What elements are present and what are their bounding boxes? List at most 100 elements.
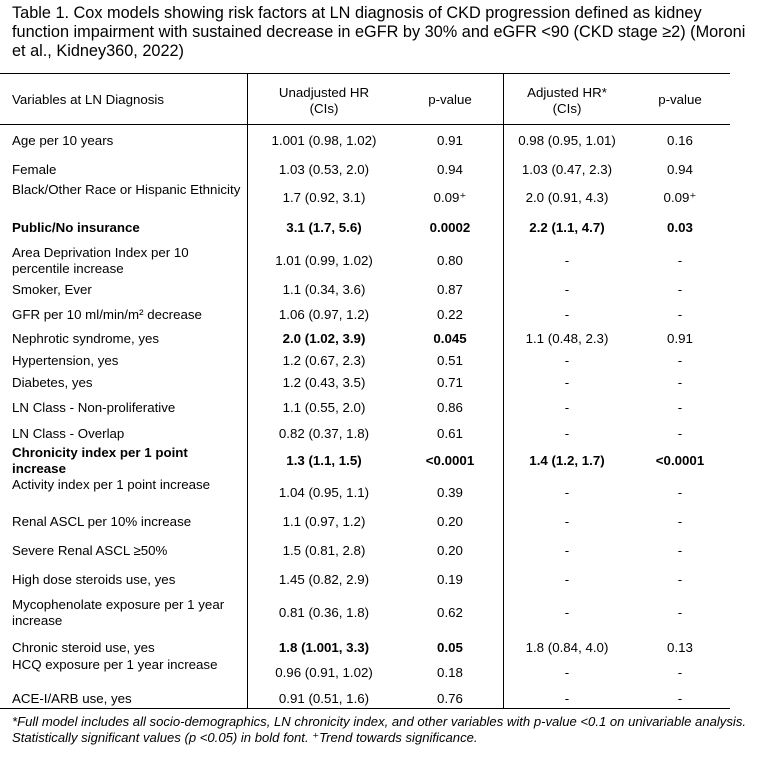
- unadjusted-p-cell: 0.61: [437, 426, 463, 441]
- adjusted-hr-cell: 1.4 (1.2, 1.7): [529, 453, 605, 468]
- unadjusted-hr-cell: 1.1 (0.34, 3.6): [282, 282, 366, 297]
- column-divider: [247, 74, 248, 708]
- unadjusted-p-cell: 0.22: [437, 307, 463, 322]
- adjusted-hr-cell: 2.0 (0.91, 4.3): [525, 190, 609, 205]
- unadjusted-p-cell: 0.39: [437, 485, 463, 500]
- footnote-text: *Full model includes all socio-demograph…: [12, 714, 746, 745]
- adjusted-hr-cell: -: [564, 665, 570, 680]
- adjusted-p-cell: -: [677, 665, 683, 680]
- unadjusted-hr-cell: 2.0 (1.02, 3.9): [282, 331, 366, 346]
- unadjusted-p-cell: <0.0001: [425, 453, 475, 468]
- adjusted-hr-cell: -: [564, 485, 570, 500]
- unadjusted-p-cell: 0.71: [437, 375, 463, 390]
- header-p-value-unadjusted: p-value: [428, 92, 472, 107]
- adjusted-p-cell: -: [677, 400, 683, 415]
- row-label: Area Deprivation Index per 10 percentile…: [12, 245, 189, 276]
- unadjusted-hr-cell: 1.5 (0.81, 2.8): [282, 543, 366, 558]
- unadjusted-p-cell: 0.76: [437, 691, 463, 706]
- adjusted-p-cell: 0.03: [667, 220, 693, 235]
- adjusted-hr-cell: 0.98 (0.95, 1.01): [518, 133, 616, 148]
- unadjusted-p-cell: 0.80: [437, 253, 463, 268]
- header-adjusted-cis: (CIs): [552, 101, 582, 116]
- unadjusted-p-cell: 0.05: [437, 640, 463, 655]
- unadjusted-hr-cell: 1.01 (0.99, 1.02): [275, 253, 373, 268]
- adjusted-p-cell: 0.16: [667, 133, 693, 148]
- unadjusted-hr-cell: 1.3 (1.1, 1.5): [286, 453, 362, 468]
- adjusted-p-cell: -: [677, 426, 683, 441]
- unadjusted-hr-cell: 1.04 (0.95, 1.1): [278, 485, 370, 500]
- adjusted-hr-cell: 1.03 (0.47, 2.3): [521, 162, 613, 177]
- unadjusted-p-cell: 0.91: [437, 133, 463, 148]
- row-label: ACE-I/ARB use, yes: [12, 691, 132, 706]
- adjusted-hr-cell: -: [564, 691, 570, 706]
- unadjusted-p-cell: 0.19: [437, 572, 463, 587]
- adjusted-p-cell: -: [677, 485, 683, 500]
- unadjusted-hr-cell: 1.2 (0.43, 3.5): [282, 375, 366, 390]
- adjusted-hr-cell: 1.1 (0.48, 2.3): [525, 331, 609, 346]
- adjusted-hr-cell: -: [564, 307, 570, 322]
- unadjusted-hr-cell: 1.45 (0.82, 2.9): [278, 572, 370, 587]
- adjusted-hr-cell: 2.2 (1.1, 4.7): [529, 220, 605, 235]
- adjusted-hr-cell: -: [564, 426, 570, 441]
- header-adjusted-hr: Adjusted HR* (CIs): [504, 85, 630, 117]
- adjusted-p-cell: 0.13: [667, 640, 693, 655]
- unadjusted-hr-cell: 1.001 (0.98, 1.02): [271, 133, 377, 148]
- unadjusted-hr-cell: 0.96 (0.91, 1.02): [275, 665, 373, 680]
- row-label: LN Class - Overlap: [12, 426, 125, 441]
- row-label: Public/No insurance: [12, 220, 140, 235]
- adjusted-hr-cell: -: [564, 543, 570, 558]
- unadjusted-p-cell: 0.09⁺: [433, 190, 467, 205]
- row-label: LN Class - Non-proliferative: [12, 400, 176, 415]
- row-label: Age per 10 years: [12, 133, 114, 148]
- unadjusted-hr-cell: 1.7 (0.92, 3.1): [282, 190, 366, 205]
- adjusted-p-cell: <0.0001: [655, 453, 705, 468]
- row-label: Hypertension, yes: [12, 353, 119, 368]
- adjusted-hr-cell: -: [564, 572, 570, 587]
- unadjusted-hr-cell: 0.91 (0.51, 1.6): [278, 691, 370, 706]
- adjusted-p-cell: -: [677, 307, 683, 322]
- adjusted-hr-cell: -: [564, 353, 570, 368]
- adjusted-p-cell: -: [677, 572, 683, 587]
- adjusted-hr-cell: -: [564, 400, 570, 415]
- row-label: Chronic steroid use, yes: [12, 640, 155, 655]
- row-label: Black/Other Race or Hispanic Ethnicity: [12, 182, 241, 197]
- unadjusted-hr-cell: 1.1 (0.97, 1.2): [282, 514, 366, 529]
- adjusted-hr-cell: -: [564, 282, 570, 297]
- unadjusted-p-cell: 0.20: [437, 514, 463, 529]
- adjusted-p-cell: 0.91: [667, 331, 693, 346]
- unadjusted-p-cell: 0.94: [437, 162, 463, 177]
- row-label: HCQ exposure per 1 year increase: [12, 657, 218, 672]
- adjusted-p-cell: -: [677, 253, 683, 268]
- unadjusted-hr-cell: 1.2 (0.67, 2.3): [282, 353, 366, 368]
- bottom-rule: [0, 708, 730, 709]
- row-label: Chronicity index per 1 point increase: [12, 445, 188, 476]
- header-unadjusted-cis: (CIs): [309, 101, 339, 116]
- unadjusted-p-cell: 0.51: [437, 353, 463, 368]
- row-label: GFR per 10 ml/min/m² decrease: [12, 307, 202, 322]
- unadjusted-p-cell: 0.87: [437, 282, 463, 297]
- table-title: Table 1. Cox models showing risk factors…: [12, 4, 746, 60]
- row-label: Severe Renal ASCL ≥50%: [12, 543, 168, 558]
- unadjusted-hr-cell: 0.82 (0.37, 1.8): [278, 426, 370, 441]
- column-divider: [503, 74, 504, 708]
- adjusted-p-cell: -: [677, 605, 683, 620]
- unadjusted-p-cell: 0.62: [437, 605, 463, 620]
- row-label: Activity index per 1 point increase: [12, 477, 211, 492]
- adjusted-hr-cell: -: [564, 375, 570, 390]
- unadjusted-hr-cell: 1.03 (0.53, 2.0): [278, 162, 370, 177]
- unadjusted-hr-cell: 0.81 (0.36, 1.8): [278, 605, 370, 620]
- row-label: Diabetes, yes: [12, 375, 93, 390]
- adjusted-hr-cell: -: [564, 514, 570, 529]
- header-unadjusted-hr: Unadjusted HR (CIs): [248, 85, 400, 117]
- header-adjusted-hr-label: Adjusted HR*: [527, 85, 607, 100]
- unadjusted-p-cell: 0.18: [437, 665, 463, 680]
- row-label: Smoker, Ever: [12, 282, 92, 297]
- adjusted-p-cell: -: [677, 514, 683, 529]
- adjusted-p-cell: 0.94: [667, 162, 693, 177]
- adjusted-hr-cell: 1.8 (0.84, 4.0): [525, 640, 609, 655]
- unadjusted-hr-cell: 1.8 (1.001, 3.3): [278, 640, 370, 655]
- header-unadjusted-hr-label: Unadjusted HR: [278, 85, 370, 100]
- adjusted-hr-cell: -: [564, 605, 570, 620]
- row-label: High dose steroids use, yes: [12, 572, 176, 587]
- unadjusted-hr-cell: 3.1 (1.7, 5.6): [286, 220, 362, 235]
